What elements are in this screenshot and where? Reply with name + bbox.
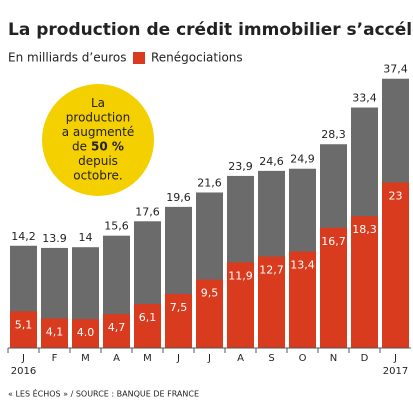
value-label: 14,2 (11, 230, 36, 243)
value-label: 37,4 (383, 63, 408, 76)
bar-renegotiation (10, 311, 37, 348)
value-label: 13,4 (290, 259, 315, 272)
value-label: 19,6 (166, 191, 191, 204)
bar-renegotiation (258, 256, 285, 348)
value-label: 4,1 (46, 325, 64, 338)
x-tick-label: O (299, 353, 307, 364)
value-label: 23,9 (228, 160, 253, 173)
value-label: 23 (389, 189, 403, 202)
bar-renegotiation (196, 279, 223, 348)
year-label: 2016 (11, 366, 36, 377)
x-tick-label: F (52, 353, 58, 364)
x-tick-label: M (81, 353, 90, 364)
x-tick-label: J (21, 353, 25, 364)
year-label: 2017 (383, 366, 408, 377)
value-label: 9,5 (201, 287, 219, 300)
x-tick-label: N (330, 353, 337, 364)
annotation-text: depuis (78, 154, 118, 168)
value-label: 15,6 (104, 220, 129, 233)
x-tick-label: M (143, 353, 152, 364)
annotation-bubble (42, 84, 154, 196)
annotation-part: de (72, 139, 87, 153)
value-label: 21,6 (197, 176, 222, 189)
value-label: 18,3 (352, 223, 377, 236)
annotation-text: a augmenté (62, 125, 135, 139)
value-label: 7,5 (170, 301, 188, 314)
value-label: 24,6 (259, 155, 284, 168)
bar-renegotiation (320, 227, 347, 348)
value-label: 24,9 (290, 153, 315, 166)
x-tick-label: A (237, 353, 244, 364)
value-label: 4,7 (108, 321, 126, 334)
x-tick-label: A (113, 353, 120, 364)
chart-title: La production de crédit immobilier s’acc… (8, 20, 413, 40)
value-label: 28,3 (321, 128, 346, 141)
x-tick-label: D (361, 353, 369, 364)
subtitle: En milliards d’euros (8, 51, 126, 65)
bar-renegotiation (382, 182, 409, 348)
bar-renegotiation (134, 304, 161, 348)
value-label: 33,4 (352, 92, 377, 105)
source: « LES ÉCHOS » / SOURCE : BANQUE DE FRANC… (8, 388, 199, 399)
annotation-text: production (66, 110, 130, 124)
value-label: 5,1 (15, 318, 33, 331)
legend-swatch (133, 52, 145, 64)
x-tick-label: S (268, 353, 274, 364)
bar-renegotiation (41, 318, 68, 348)
annotation-part: a augmenté (62, 125, 135, 139)
value-label: 12,7 (259, 264, 284, 277)
value-label: 16,7 (321, 235, 346, 248)
value-label: 17,6 (135, 205, 160, 218)
value-label: 13.9 (42, 232, 67, 245)
value-label: 6,1 (139, 311, 157, 324)
annotation-part: depuis (78, 154, 118, 168)
annotation-bold: 50 % (91, 139, 124, 153)
annotation-part: production (66, 110, 130, 124)
x-tick-label: J (207, 353, 211, 364)
bar-renegotiation (227, 262, 254, 348)
bar-renegotiation (289, 251, 316, 348)
annotation-text: La (91, 96, 105, 110)
value-label: 4.0 (77, 326, 95, 339)
annotation-text: de 50 % (72, 139, 124, 153)
legend-label: Renégociations (151, 51, 243, 65)
x-tick-label: J (393, 353, 397, 364)
value-label: 11,9 (228, 269, 253, 282)
bar-renegotiation (72, 319, 99, 348)
value-label: 14 (79, 231, 93, 244)
annotation-part: octobre. (73, 168, 122, 182)
annotation-part: La (91, 96, 105, 110)
bar-renegotiation (165, 294, 192, 348)
annotation-text: octobre. (73, 168, 122, 182)
bar-renegotiation (103, 314, 130, 348)
x-tick-label: J (176, 353, 180, 364)
bar-renegotiation (351, 216, 378, 348)
